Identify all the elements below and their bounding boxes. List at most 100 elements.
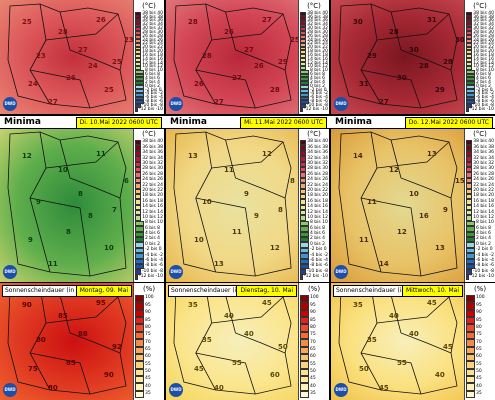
border-line bbox=[29, 352, 91, 395]
legend-entry: 26 bis 28 bbox=[466, 34, 494, 39]
legend-label: -4 bis -2 bbox=[309, 91, 328, 97]
legend-label: -2 bis 0 bbox=[310, 87, 327, 93]
legend-entry: 28 bis 30 bbox=[300, 30, 328, 36]
border-line bbox=[45, 13, 119, 41]
legend-entries: 38 bis 40 36 bis 38 34 bis 36 32 bis 34 30 b… bbox=[135, 140, 163, 281]
legend-swatch bbox=[300, 19, 307, 24]
legend-label: 10 bis 12 bbox=[142, 214, 163, 220]
legend-swatch bbox=[135, 161, 142, 167]
minima-header: Minima Di. 10.Mai 2022 0600 UTC bbox=[0, 116, 164, 129]
legend-label: 16 bis 18 bbox=[142, 52, 163, 58]
legend-swatch bbox=[300, 38, 307, 43]
legend-label: 30 bis 32 bbox=[473, 161, 494, 166]
legend-entry: -12 bis -10 bbox=[466, 275, 494, 281]
border-line bbox=[59, 11, 121, 71]
legend-label: 100 bbox=[145, 295, 154, 301]
legend-swatch bbox=[135, 96, 144, 101]
legend-entry: 28 bis 30 bbox=[135, 30, 163, 36]
legend-swatch bbox=[135, 226, 144, 232]
state-borders bbox=[173, 286, 292, 395]
map-value-label: 29 bbox=[367, 52, 377, 60]
legend-swatch bbox=[135, 375, 144, 384]
legend-label: 38 bis 40 bbox=[473, 10, 494, 16]
legend-entry: 85 bbox=[135, 317, 163, 325]
map-value-label: 26 bbox=[96, 16, 106, 24]
legend-swatch bbox=[300, 353, 309, 362]
legend-swatch bbox=[466, 375, 475, 384]
map-area: 30 28 31 29 30 28 31 30 29 27 28 30 DWD bbox=[331, 0, 465, 114]
legend-swatch bbox=[300, 383, 309, 391]
map-value-label: 8 bbox=[290, 176, 295, 185]
legend-entries: 100 95 90 85 80 75 70 65 60 55 50 45 40 35 bbox=[466, 295, 494, 399]
legend-swatch bbox=[466, 27, 473, 32]
legend-label: 95 bbox=[145, 302, 151, 308]
header-title: Minima bbox=[4, 117, 41, 127]
border-line bbox=[360, 69, 422, 109]
legend-swatch bbox=[135, 12, 142, 16]
legend-label: 16 bis 18 bbox=[307, 52, 328, 58]
legend-entry: 6 bis 8 bbox=[300, 226, 328, 232]
legend-swatch bbox=[300, 253, 309, 259]
legend-swatch bbox=[135, 242, 144, 248]
legend-label: 24 bis 26 bbox=[142, 37, 163, 43]
map-panel: Sonnenscheindauer (in %) Mittwoch, 10. Ma… bbox=[331, 283, 495, 400]
legend-label: 90 bbox=[145, 310, 151, 316]
color-legend: (°C) 38 bis 40 36 bis 38 34 bis 36 32 bis 34… bbox=[133, 0, 164, 114]
map-value-label: 11 bbox=[232, 227, 242, 236]
legend-label: -2 bis 0 bbox=[476, 87, 493, 93]
legend-label: 70 bbox=[310, 339, 316, 345]
legend-swatch bbox=[300, 237, 309, 243]
legend-entry: 10 bis 12 bbox=[466, 65, 494, 70]
legend-entry: 30 bis 32 bbox=[466, 27, 494, 32]
map-value-label: 11 bbox=[96, 149, 106, 158]
legend-label: 12 bis 14 bbox=[473, 60, 494, 66]
legend-swatch bbox=[300, 150, 307, 157]
legend-entry: 0 bis 2 bbox=[300, 242, 328, 248]
legend-entry: 30 bis 32 bbox=[135, 161, 163, 167]
legend-entry: 8 bis 10 bbox=[300, 69, 328, 74]
legend-entry: 2 bis 4 bbox=[466, 80, 494, 86]
legend-swatch bbox=[135, 339, 144, 347]
legend-entry: 0 bis 2 bbox=[300, 84, 328, 89]
legend-entry: 32 bis 34 bbox=[466, 23, 494, 28]
legend-entry: 45 bbox=[300, 375, 328, 384]
map-value-label: 80 bbox=[36, 336, 46, 345]
legend-label: -4 bis -2 bbox=[309, 252, 328, 258]
legend-entry: -2 bis 0 bbox=[300, 87, 328, 93]
legend-swatch bbox=[300, 88, 309, 93]
legend-label: 40 bbox=[476, 383, 482, 389]
map-value-label: 40 bbox=[214, 383, 224, 392]
legend-swatch bbox=[300, 172, 307, 178]
map-value-label: 11 bbox=[224, 165, 234, 174]
legend-entry: 18 bis 20 bbox=[466, 194, 494, 200]
map-value-label: 28 bbox=[419, 62, 429, 70]
border-line bbox=[29, 131, 51, 273]
legend-label: 4 bis 6 bbox=[476, 231, 492, 237]
legend-entry: 38 bis 40 bbox=[300, 11, 328, 16]
legend-swatch bbox=[300, 156, 307, 162]
legend-entry: 24 bis 26 bbox=[135, 37, 163, 43]
legend-label: 14 bis 16 bbox=[307, 204, 328, 210]
legend-swatch bbox=[466, 210, 473, 216]
legend-entry: 24 bis 26 bbox=[300, 38, 328, 43]
legend-swatch bbox=[466, 156, 473, 162]
legend-entry: 14 bis 16 bbox=[466, 57, 494, 62]
legend-swatch bbox=[135, 19, 142, 24]
legend-entry: 4 bis 6 bbox=[135, 76, 163, 82]
border-line bbox=[29, 69, 91, 109]
legend-swatch bbox=[300, 226, 309, 232]
legend-label: 2 bis 4 bbox=[310, 236, 326, 242]
header-title: Minima bbox=[335, 117, 372, 127]
legend-swatch bbox=[135, 183, 142, 189]
legend-entry: 12 bis 14 bbox=[466, 60, 494, 66]
legend-swatch bbox=[466, 346, 475, 354]
legend-entry: 60 bbox=[300, 353, 328, 362]
legend-swatch bbox=[300, 140, 307, 146]
color-legend: (°C) 38 bis 40 36 bis 38 34 bis 36 32 bis 34… bbox=[298, 0, 329, 114]
map-panel: 12 10 11 9 8 7 9 8 10 11 8 6 DWD (°C) 38 bis 40 36 bis … bbox=[0, 128, 164, 282]
legend-swatch bbox=[300, 390, 309, 399]
legend-entry: 55 bbox=[300, 361, 328, 369]
border-line bbox=[211, 141, 284, 169]
legend-entry: 6 bis 8 bbox=[135, 226, 163, 232]
legend-label: -6 bis -4 bbox=[475, 95, 494, 101]
